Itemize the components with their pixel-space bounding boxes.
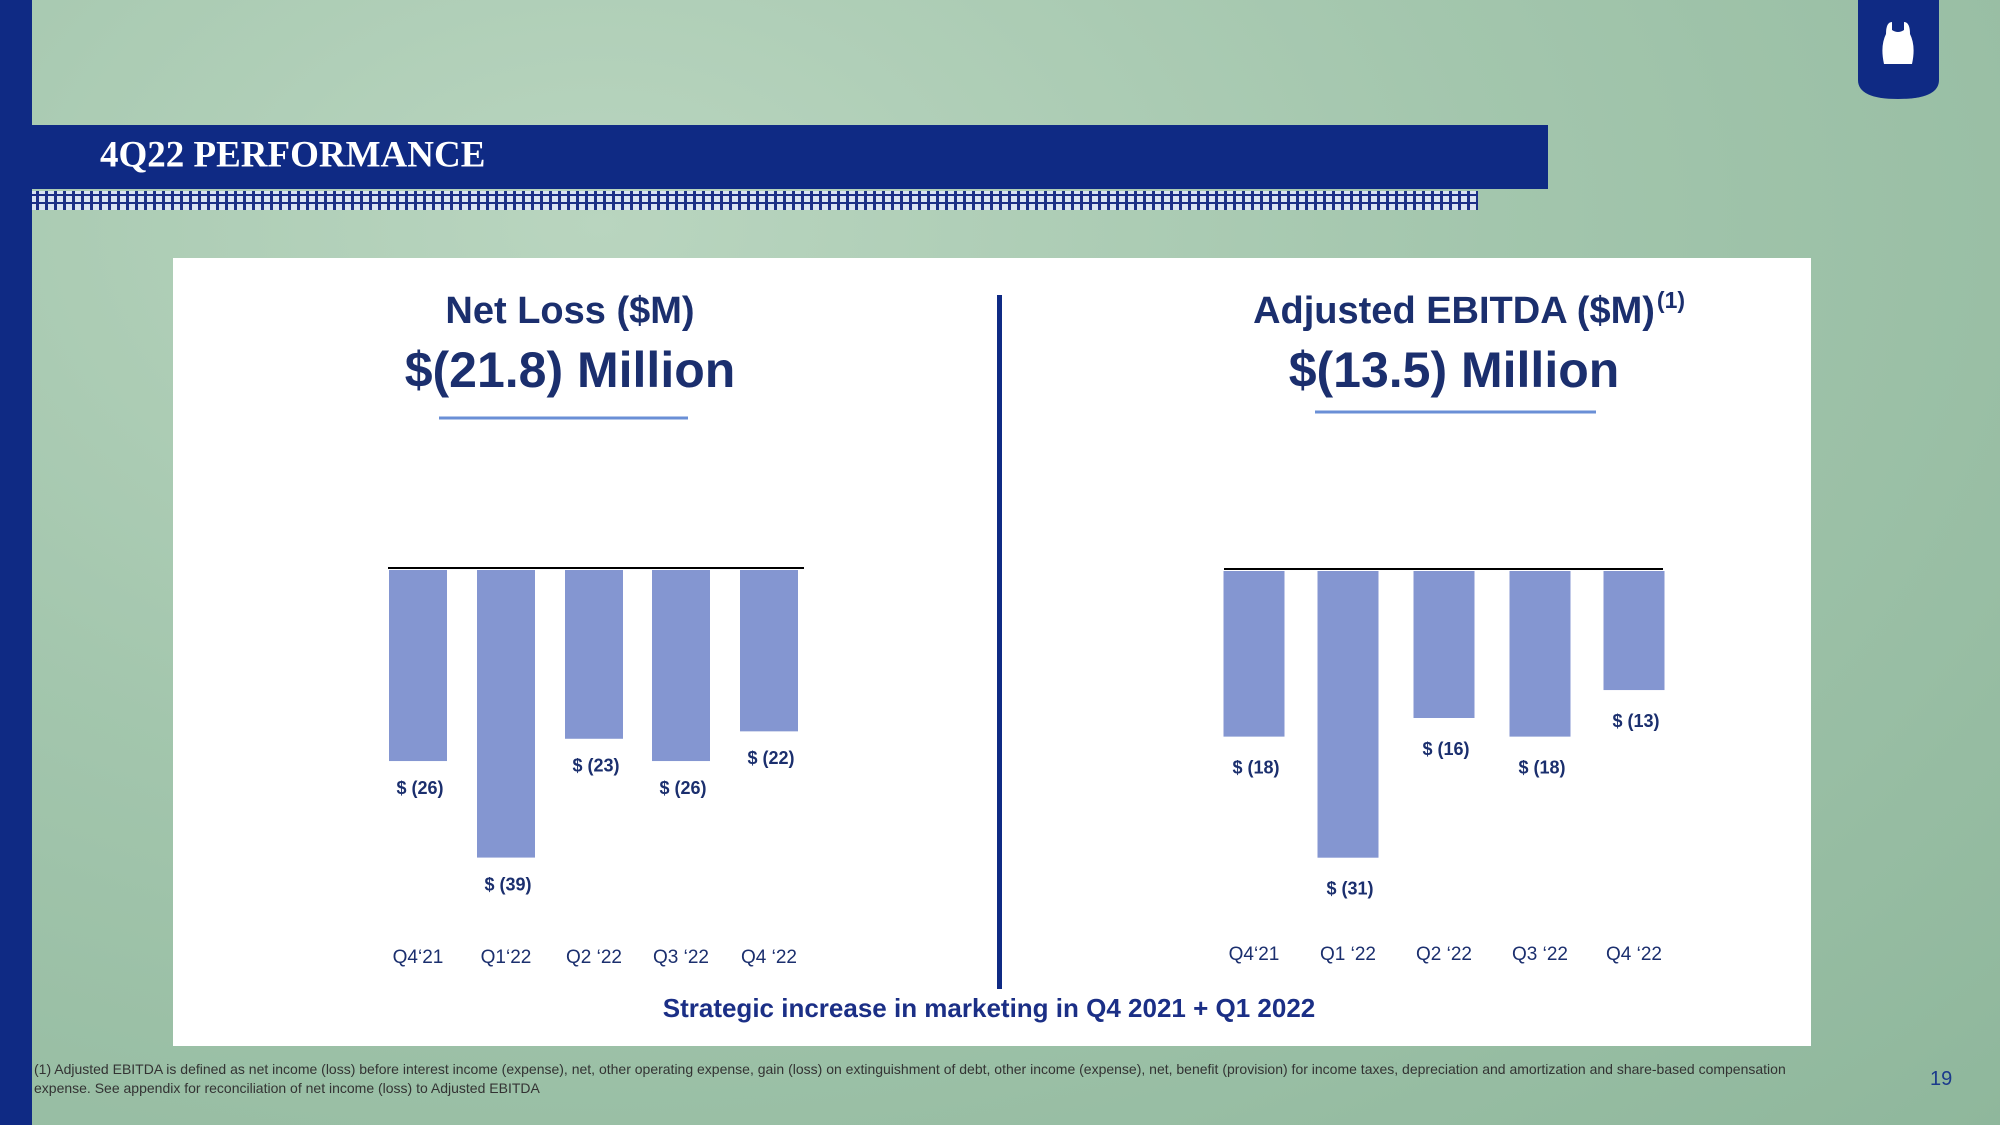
value-label: $ (13) bbox=[1612, 711, 1659, 731]
bar bbox=[1413, 571, 1475, 718]
x-tick-label: Q1 ‘22 bbox=[1320, 944, 1376, 965]
x-tick-label: Q3 ‘22 bbox=[653, 947, 709, 968]
x-tick-label: Q2 ‘22 bbox=[566, 947, 622, 968]
bar bbox=[565, 570, 623, 739]
x-tick-label: Q2 ‘22 bbox=[1416, 944, 1472, 965]
footnote: (1) Adjusted EBITDA is defined as net in… bbox=[34, 1061, 1786, 1096]
title-note: (1) bbox=[1657, 287, 1685, 313]
x-tick-label: Q3 ‘22 bbox=[1512, 944, 1568, 965]
x-tick-label: Q4‘21 bbox=[1229, 944, 1280, 965]
x-tick-label: Q4‘21 bbox=[393, 947, 444, 968]
chart-title: Net Loss ($M) bbox=[445, 290, 694, 332]
left-stripe bbox=[0, 0, 32, 1125]
value-label: $ (22) bbox=[747, 748, 794, 768]
bar bbox=[740, 570, 798, 732]
hatch-strip bbox=[32, 191, 1478, 210]
bar bbox=[1223, 571, 1285, 737]
x-tick-label: Q1‘22 bbox=[481, 947, 532, 968]
chart-title: Adjusted EBITDA ($M) bbox=[1253, 290, 1655, 332]
logo-mark bbox=[1882, 22, 1914, 64]
value-label: $ (16) bbox=[1422, 739, 1469, 759]
value-label: $ (23) bbox=[572, 756, 619, 776]
title-bar bbox=[32, 125, 1548, 189]
chart-subtitle: $(21.8) Million bbox=[405, 342, 736, 398]
x-tick-label: Q4 ‘22 bbox=[741, 947, 797, 968]
chart-subtitle: $(13.5) Million bbox=[1289, 342, 1620, 398]
bar bbox=[652, 570, 710, 762]
bar bbox=[1603, 571, 1665, 691]
page-number: 19 bbox=[1930, 1068, 1953, 1090]
x-tick-label: Q4 ‘22 bbox=[1606, 944, 1662, 965]
slide-title: 4Q22 PERFORMANCE bbox=[100, 134, 485, 175]
bar bbox=[477, 570, 535, 858]
value-label: $ (39) bbox=[484, 874, 531, 894]
value-label: $ (26) bbox=[396, 778, 443, 798]
value-label: $ (18) bbox=[1232, 757, 1279, 777]
value-label: $ (26) bbox=[659, 778, 706, 798]
bar bbox=[1509, 571, 1571, 737]
divider bbox=[997, 295, 1002, 989]
value-label: $ (31) bbox=[1326, 878, 1373, 898]
caption: Strategic increase in marketing in Q4 20… bbox=[663, 993, 1316, 1023]
bar bbox=[389, 570, 447, 762]
bar bbox=[1317, 571, 1379, 858]
value-label: $ (18) bbox=[1518, 757, 1565, 777]
